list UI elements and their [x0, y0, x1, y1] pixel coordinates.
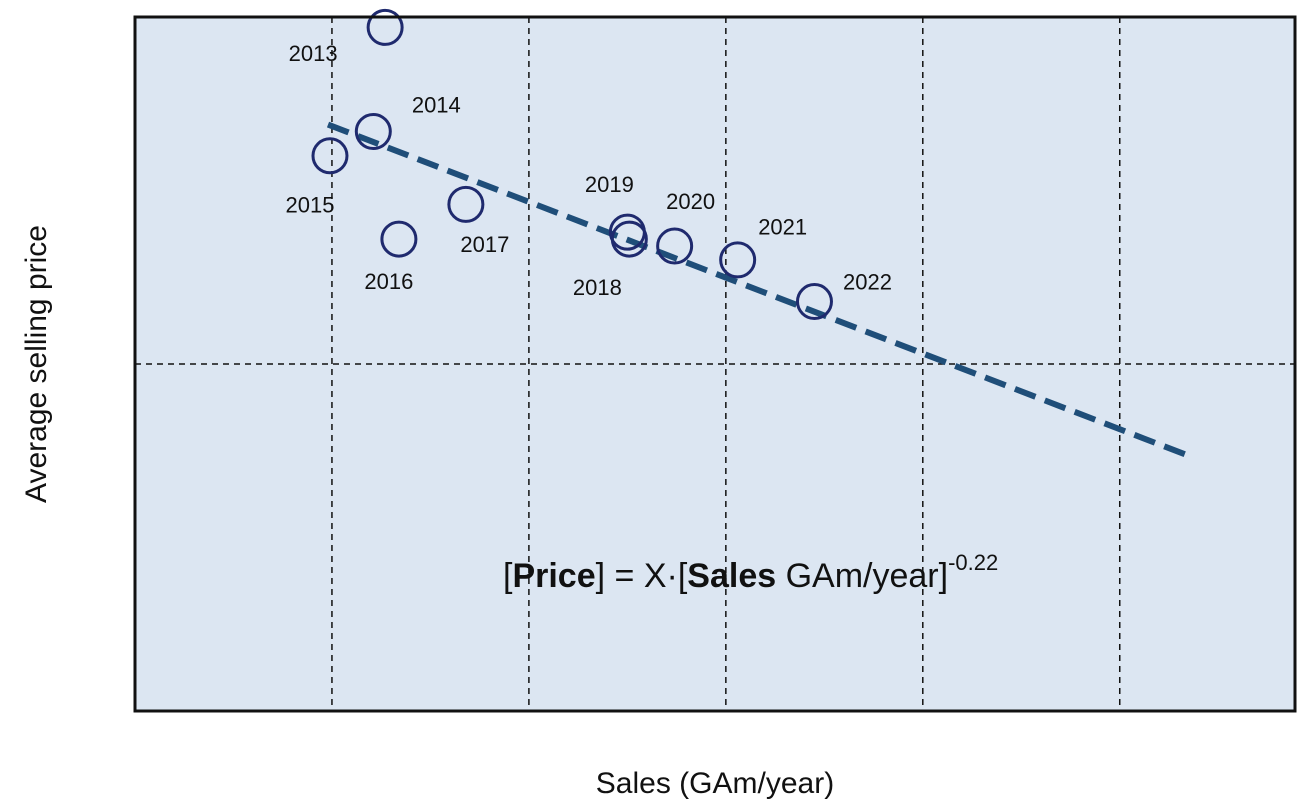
point-label: 2018 [573, 275, 622, 300]
equation: [Price] = X·[Sales GAm/year]-0.22 [503, 550, 998, 595]
point [656, 227, 694, 265]
eq-part: Price [512, 557, 595, 595]
point-label: 2014 [412, 92, 461, 117]
eq-part: ] = X·[ [596, 557, 688, 595]
eq-part: Sales [687, 557, 776, 595]
point [719, 241, 757, 279]
point [447, 185, 485, 223]
eq-exponent: -0.22 [948, 550, 998, 575]
trend-line [326, 121, 1186, 458]
point-label: 2020 [666, 189, 715, 214]
point-label: 2019 [585, 172, 634, 197]
point [354, 113, 392, 151]
point [380, 220, 418, 258]
point-label: 2016 [364, 269, 413, 294]
point [608, 213, 646, 251]
plot-layer: 2013 2014 2015 2016 2017 2018 2019 2020 2021 2022 [135, 8, 1297, 711]
eq-part: GAm/year] [776, 557, 948, 595]
x-axis-label: Sales (GAm/year) [596, 767, 834, 800]
point-label: 2015 [286, 193, 335, 218]
eq-part: [ [503, 557, 513, 595]
y-axis-label: Average selling price [20, 225, 53, 503]
point [366, 8, 404, 46]
point-label: 2013 [289, 41, 338, 66]
plot-area [135, 17, 1295, 711]
point [311, 137, 349, 175]
point [795, 283, 833, 321]
point-label: 2017 [460, 232, 509, 257]
point-label: 2022 [843, 269, 892, 294]
plot-border [133, 15, 1297, 713]
point-label: 2021 [758, 215, 807, 240]
